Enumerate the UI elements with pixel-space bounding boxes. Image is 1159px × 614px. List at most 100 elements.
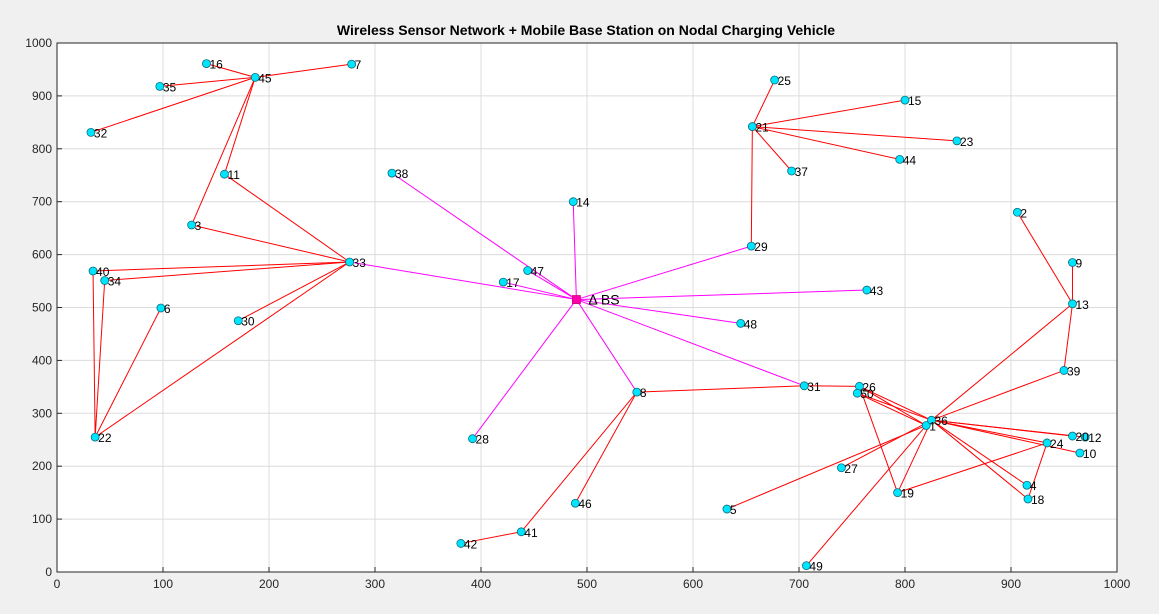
sensor-node xyxy=(1042,438,1052,448)
cluster-link xyxy=(859,385,932,421)
node-label: 47 xyxy=(531,264,545,278)
node-labels: 1234567891011121314151617181920212223242… xyxy=(94,58,1102,574)
node-label: 24 xyxy=(1050,437,1064,451)
node-label: 45 xyxy=(258,71,272,85)
sensor-node xyxy=(523,266,533,275)
sensor-node xyxy=(202,59,211,69)
node-label: 10 xyxy=(1083,447,1097,461)
y-tick-label: 700 xyxy=(32,195,52,209)
x-tick-label: 300 xyxy=(365,577,385,591)
sensor-node xyxy=(568,197,578,207)
node-label: 4 xyxy=(1030,479,1037,493)
node-label: 35 xyxy=(163,80,177,94)
cluster-link xyxy=(1016,212,1073,305)
sensor-node xyxy=(345,257,354,267)
cluster-link xyxy=(460,531,522,544)
node-label: 5 xyxy=(730,503,737,517)
node-label: 26 xyxy=(862,380,876,394)
node-label: 29 xyxy=(754,240,768,254)
sensor-node xyxy=(88,266,98,276)
node-label: 48 xyxy=(744,317,758,331)
sensor-node xyxy=(1059,366,1069,375)
y-tick-label: 900 xyxy=(32,89,52,103)
cluster-link xyxy=(750,126,753,247)
cluster-link xyxy=(897,419,932,493)
sensor-node xyxy=(187,220,197,230)
base-station-link xyxy=(572,201,577,300)
cluster-link xyxy=(857,392,927,426)
base-station: Δ BS xyxy=(572,292,620,308)
sensor-node xyxy=(1080,432,1090,442)
y-tick-label: 100 xyxy=(32,512,52,526)
cluster-link xyxy=(897,442,1048,494)
sensor-node xyxy=(1012,207,1022,217)
sensor-node xyxy=(837,463,846,473)
sensor-node xyxy=(722,504,732,514)
sensor-node xyxy=(468,434,477,444)
x-tick-label: 700 xyxy=(789,577,809,591)
cluster-link xyxy=(1063,303,1073,371)
sensor-node xyxy=(799,381,809,391)
cluster-link xyxy=(752,126,957,142)
node-label: 31 xyxy=(807,380,821,394)
y-tick-label: 300 xyxy=(32,406,52,420)
node-label: 49 xyxy=(809,560,823,574)
node-label: 40 xyxy=(96,265,110,279)
node-label: 37 xyxy=(795,165,809,179)
node-label: 30 xyxy=(241,315,255,329)
cluster-link xyxy=(206,63,256,78)
sensor-node xyxy=(155,81,165,91)
cluster-link xyxy=(238,261,350,322)
cluster-link xyxy=(751,126,792,172)
node-label: 7 xyxy=(355,58,362,72)
node-label: 21 xyxy=(755,121,769,135)
sensor-node xyxy=(570,498,580,508)
node-label: 9 xyxy=(1075,257,1082,271)
sensor-node xyxy=(86,128,96,137)
node-label: 46 xyxy=(578,497,592,511)
sensor-node xyxy=(233,316,243,326)
x-tick-label: 0 xyxy=(54,577,61,591)
cluster-link xyxy=(752,99,906,128)
node-label: 11 xyxy=(227,168,240,182)
chart-title: Wireless Sensor Network + Mobile Base St… xyxy=(337,22,835,38)
cluster-link xyxy=(159,76,256,87)
node-label: 43 xyxy=(870,284,884,298)
sensor-node xyxy=(952,136,962,146)
node-label: 44 xyxy=(903,153,917,167)
cluster-link xyxy=(224,173,350,263)
cluster-link xyxy=(93,261,350,272)
node-label: 25 xyxy=(778,74,792,88)
sensor-node xyxy=(90,432,100,442)
y-tick-label: 0 xyxy=(45,565,52,579)
x-tick-label: 800 xyxy=(895,577,915,591)
node-label: 3 xyxy=(195,219,202,233)
node-label: 1 xyxy=(929,419,936,433)
sensor-node xyxy=(900,95,910,105)
axis-ticks: 0 100 200 300 400 500 600 700 800 900 1000 0 100 200 3… xyxy=(25,36,1130,591)
x-tick-label: 400 xyxy=(471,577,491,591)
sensor-node xyxy=(852,388,862,398)
node-label: 33 xyxy=(353,256,367,270)
cluster-link xyxy=(224,77,256,175)
cluster-link xyxy=(255,63,352,78)
node-label: 18 xyxy=(1031,493,1045,507)
sensor-node xyxy=(802,561,811,571)
sensor-node xyxy=(736,318,746,328)
sensor-node xyxy=(456,539,466,548)
node-label: 28 xyxy=(476,433,490,447)
base-station-marker xyxy=(572,295,581,304)
cluster-link xyxy=(858,386,899,493)
cluster-link xyxy=(859,385,927,426)
cluster-link xyxy=(931,419,1028,486)
sensor-node xyxy=(746,241,756,251)
sensor-node xyxy=(787,166,796,176)
cluster-link xyxy=(520,391,638,533)
network-links xyxy=(90,63,1086,566)
x-tick-label: 200 xyxy=(259,577,279,591)
cluster-link xyxy=(841,419,932,469)
cluster-link xyxy=(574,391,638,504)
node-label: 36 xyxy=(935,414,949,428)
cluster-link xyxy=(931,369,1065,421)
